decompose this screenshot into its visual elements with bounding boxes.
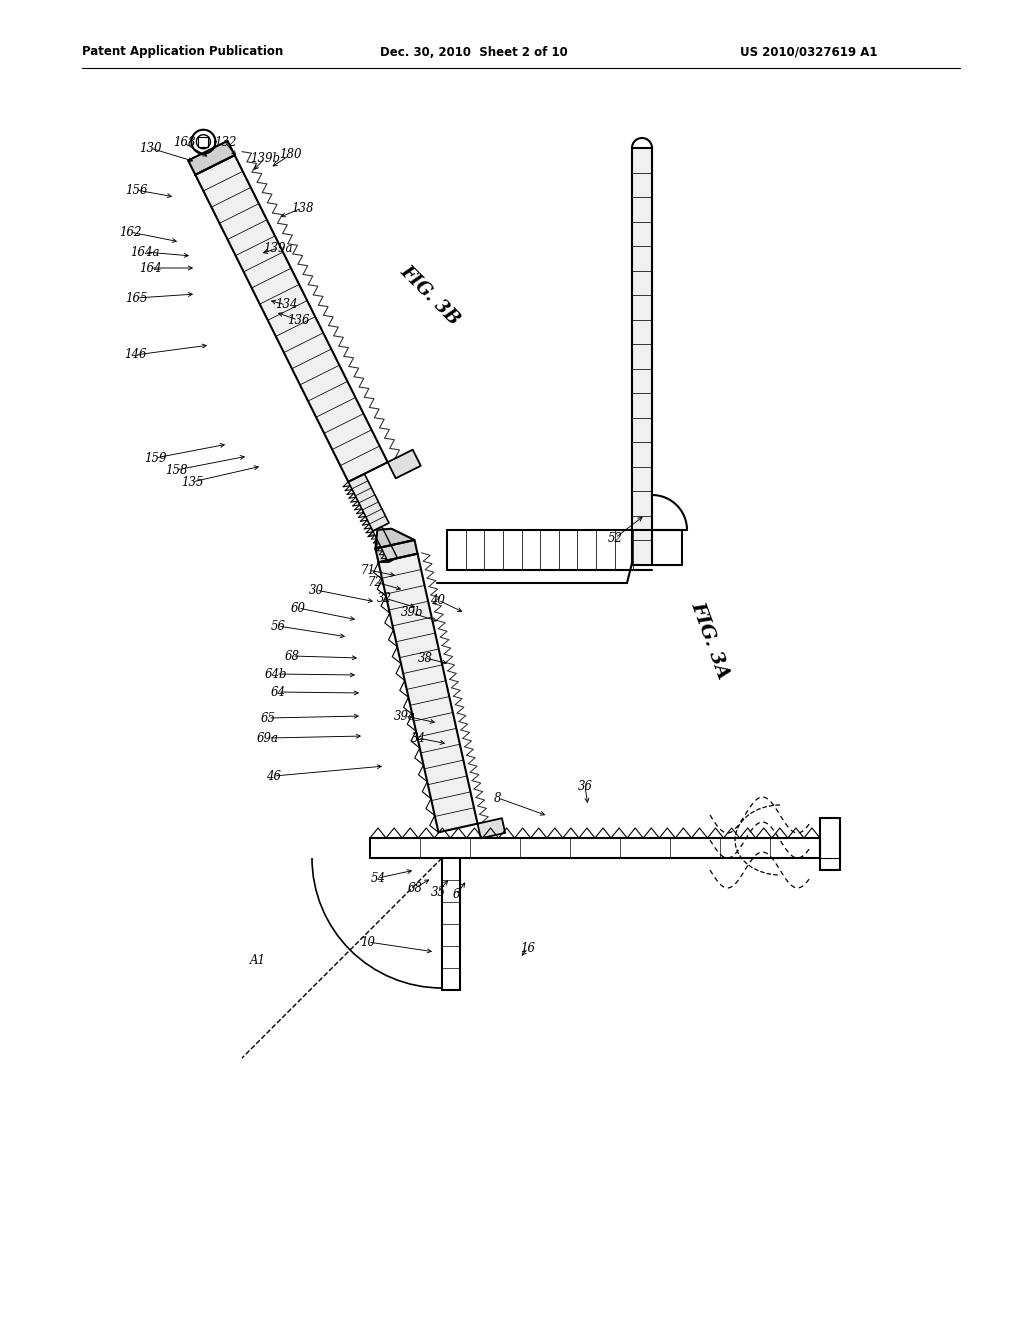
- Text: 10: 10: [360, 936, 376, 949]
- Text: 162: 162: [119, 226, 141, 239]
- Text: 156: 156: [125, 183, 147, 197]
- Polygon shape: [376, 529, 415, 549]
- Polygon shape: [348, 474, 389, 531]
- Text: 68: 68: [285, 649, 299, 663]
- Text: 30: 30: [308, 583, 324, 597]
- Text: 65: 65: [260, 711, 275, 725]
- Polygon shape: [188, 141, 234, 174]
- Text: 6: 6: [453, 888, 460, 902]
- Polygon shape: [196, 156, 388, 482]
- Text: FIG. 3A: FIG. 3A: [688, 599, 732, 681]
- Polygon shape: [379, 553, 477, 833]
- Text: 54: 54: [371, 871, 385, 884]
- Text: 136: 136: [287, 314, 309, 326]
- Text: 130: 130: [138, 141, 161, 154]
- Text: 132: 132: [214, 136, 237, 149]
- Text: 46: 46: [266, 770, 282, 783]
- Text: 69a: 69a: [257, 731, 279, 744]
- Text: US 2010/0327619 A1: US 2010/0327619 A1: [740, 45, 878, 58]
- Text: 16: 16: [520, 941, 536, 954]
- Text: 56: 56: [270, 619, 286, 632]
- Text: 158: 158: [165, 463, 187, 477]
- Text: 138: 138: [291, 202, 313, 214]
- Text: 39a: 39a: [394, 710, 416, 722]
- Text: A1: A1: [250, 953, 266, 966]
- Text: 146: 146: [124, 348, 146, 362]
- Text: 134: 134: [274, 298, 297, 312]
- Text: 165: 165: [125, 292, 147, 305]
- Text: 135: 135: [181, 475, 203, 488]
- Polygon shape: [632, 148, 652, 565]
- Text: 52: 52: [607, 532, 623, 544]
- Text: 72: 72: [368, 576, 383, 589]
- Polygon shape: [376, 540, 418, 562]
- Text: 159: 159: [143, 451, 166, 465]
- Text: 168: 168: [173, 136, 196, 149]
- Text: 139b: 139b: [250, 152, 280, 165]
- Text: FIG. 3B: FIG. 3B: [396, 261, 463, 329]
- Text: 8: 8: [495, 792, 502, 804]
- Polygon shape: [477, 818, 505, 838]
- Text: Dec. 30, 2010  Sheet 2 of 10: Dec. 30, 2010 Sheet 2 of 10: [380, 45, 567, 58]
- Text: 35: 35: [430, 886, 445, 899]
- Text: 38: 38: [418, 652, 432, 664]
- Text: 71: 71: [360, 564, 376, 577]
- Text: 139a: 139a: [263, 242, 293, 255]
- Text: 36: 36: [578, 780, 593, 792]
- Text: 34: 34: [411, 731, 426, 744]
- Text: 64: 64: [270, 685, 286, 698]
- Text: 39b: 39b: [400, 606, 423, 619]
- Text: 164a: 164a: [130, 246, 160, 259]
- Text: 68: 68: [408, 882, 423, 895]
- Text: 64b: 64b: [265, 668, 288, 681]
- Text: 60: 60: [291, 602, 305, 615]
- Text: 164: 164: [138, 261, 161, 275]
- Text: 40: 40: [430, 594, 445, 606]
- Text: 180: 180: [279, 149, 301, 161]
- Polygon shape: [388, 450, 421, 478]
- Text: Patent Application Publication: Patent Application Publication: [82, 45, 284, 58]
- Text: 32: 32: [377, 591, 391, 605]
